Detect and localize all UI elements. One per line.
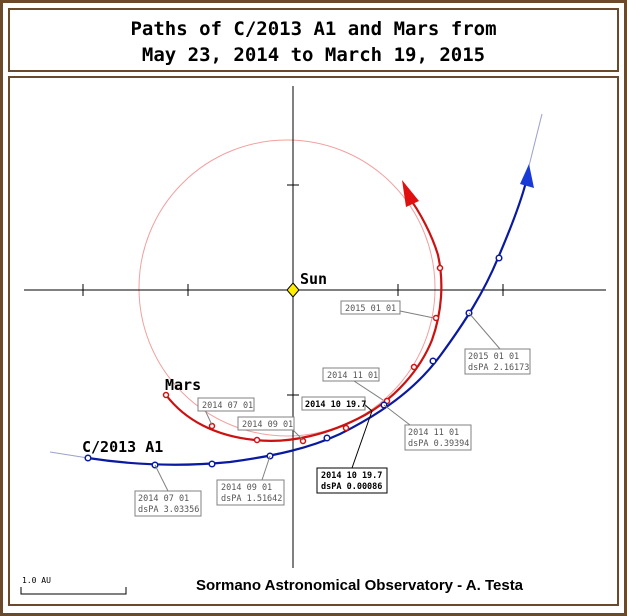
mars-label-text: 2014 10 19.7: [305, 400, 366, 410]
comet-label-dspa: dsPA 2.16173: [468, 363, 529, 373]
mars-markers: [162, 264, 444, 445]
sun-label: Sun: [300, 270, 327, 288]
comet-faint-head: [527, 113, 543, 171]
mars-label-box-2014-11-01: 2014 11 01: [322, 367, 384, 401]
mars-label-text: 2015 01 01: [345, 304, 396, 314]
comet-faint-tail: [49, 451, 89, 459]
comet-label-dspa: dsPA 1.51642: [221, 494, 282, 504]
mars-label: Mars: [165, 376, 201, 394]
comet-label-date: 2014 09 01: [221, 483, 272, 493]
mars-label-text: 2014 07 01: [202, 401, 253, 411]
mars-label-box-2014-10-19: 2014 10 19.7: [301, 396, 373, 412]
comet-label-date: 2014 11 01: [408, 428, 459, 438]
mars-label-text: 2014 11 01: [327, 371, 378, 381]
mars-label-box-2015-01-01: 2015 01 01: [340, 300, 435, 319]
comet-label-box-2014-10-19: 2014 10 19.7 dsPA 0.00086: [316, 410, 388, 494]
comet-label-date: 2015 01 01: [468, 352, 519, 362]
title-line-2: May 23, 2014 to March 19, 2015: [141, 44, 486, 66]
comet-label-box-2014-09-01: 2014 09 01 dsPA 1.51642: [216, 455, 285, 506]
scale-bar: [20, 587, 127, 595]
title-line-1: Paths of C/2013 A1 and Mars from: [130, 18, 497, 40]
comet-label-dspa: dsPA 0.00086: [321, 482, 382, 492]
title-box: Paths of C/2013 A1 and Mars from May 23,…: [8, 8, 619, 72]
plot-area: [8, 76, 619, 606]
comet-label-dspa: dsPA 0.39394: [408, 439, 469, 449]
comet-label-date: 2014 10 19.7: [321, 471, 382, 481]
comet-label-box-2015-01-01: 2015 01 01 dsPA 2.16173: [464, 312, 531, 375]
mars-path: [165, 195, 443, 442]
comet-label-dspa: dsPA 3.03356: [138, 505, 199, 515]
comet-label: C/2013 A1: [82, 438, 163, 456]
comet-direction-arrow: [520, 164, 534, 188]
mars-label-text: 2014 09 01: [242, 420, 293, 430]
comet-label-date: 2014 07 01: [138, 494, 189, 504]
mars-label-box-2014-07-01: 2014 07 01: [197, 397, 255, 426]
comet-label-box-2014-11-01: 2014 11 01 dsPA 0.39394: [383, 404, 472, 451]
sun-marker: [286, 282, 300, 298]
mars-orbit-circle: [138, 139, 436, 437]
scale-label: 1.0 AU: [22, 576, 51, 585]
comet-label-box-2014-07-01: 2014 07 01 dsPA 3.03356: [134, 464, 202, 517]
mars-label-box-2014-09-01: 2014 09 01: [237, 416, 304, 441]
mars-direction-arrow: [402, 180, 419, 207]
axis-ticks: [82, 184, 504, 396]
credit-text: Sormano Astronomical Observatory - A. Te…: [196, 577, 524, 594]
